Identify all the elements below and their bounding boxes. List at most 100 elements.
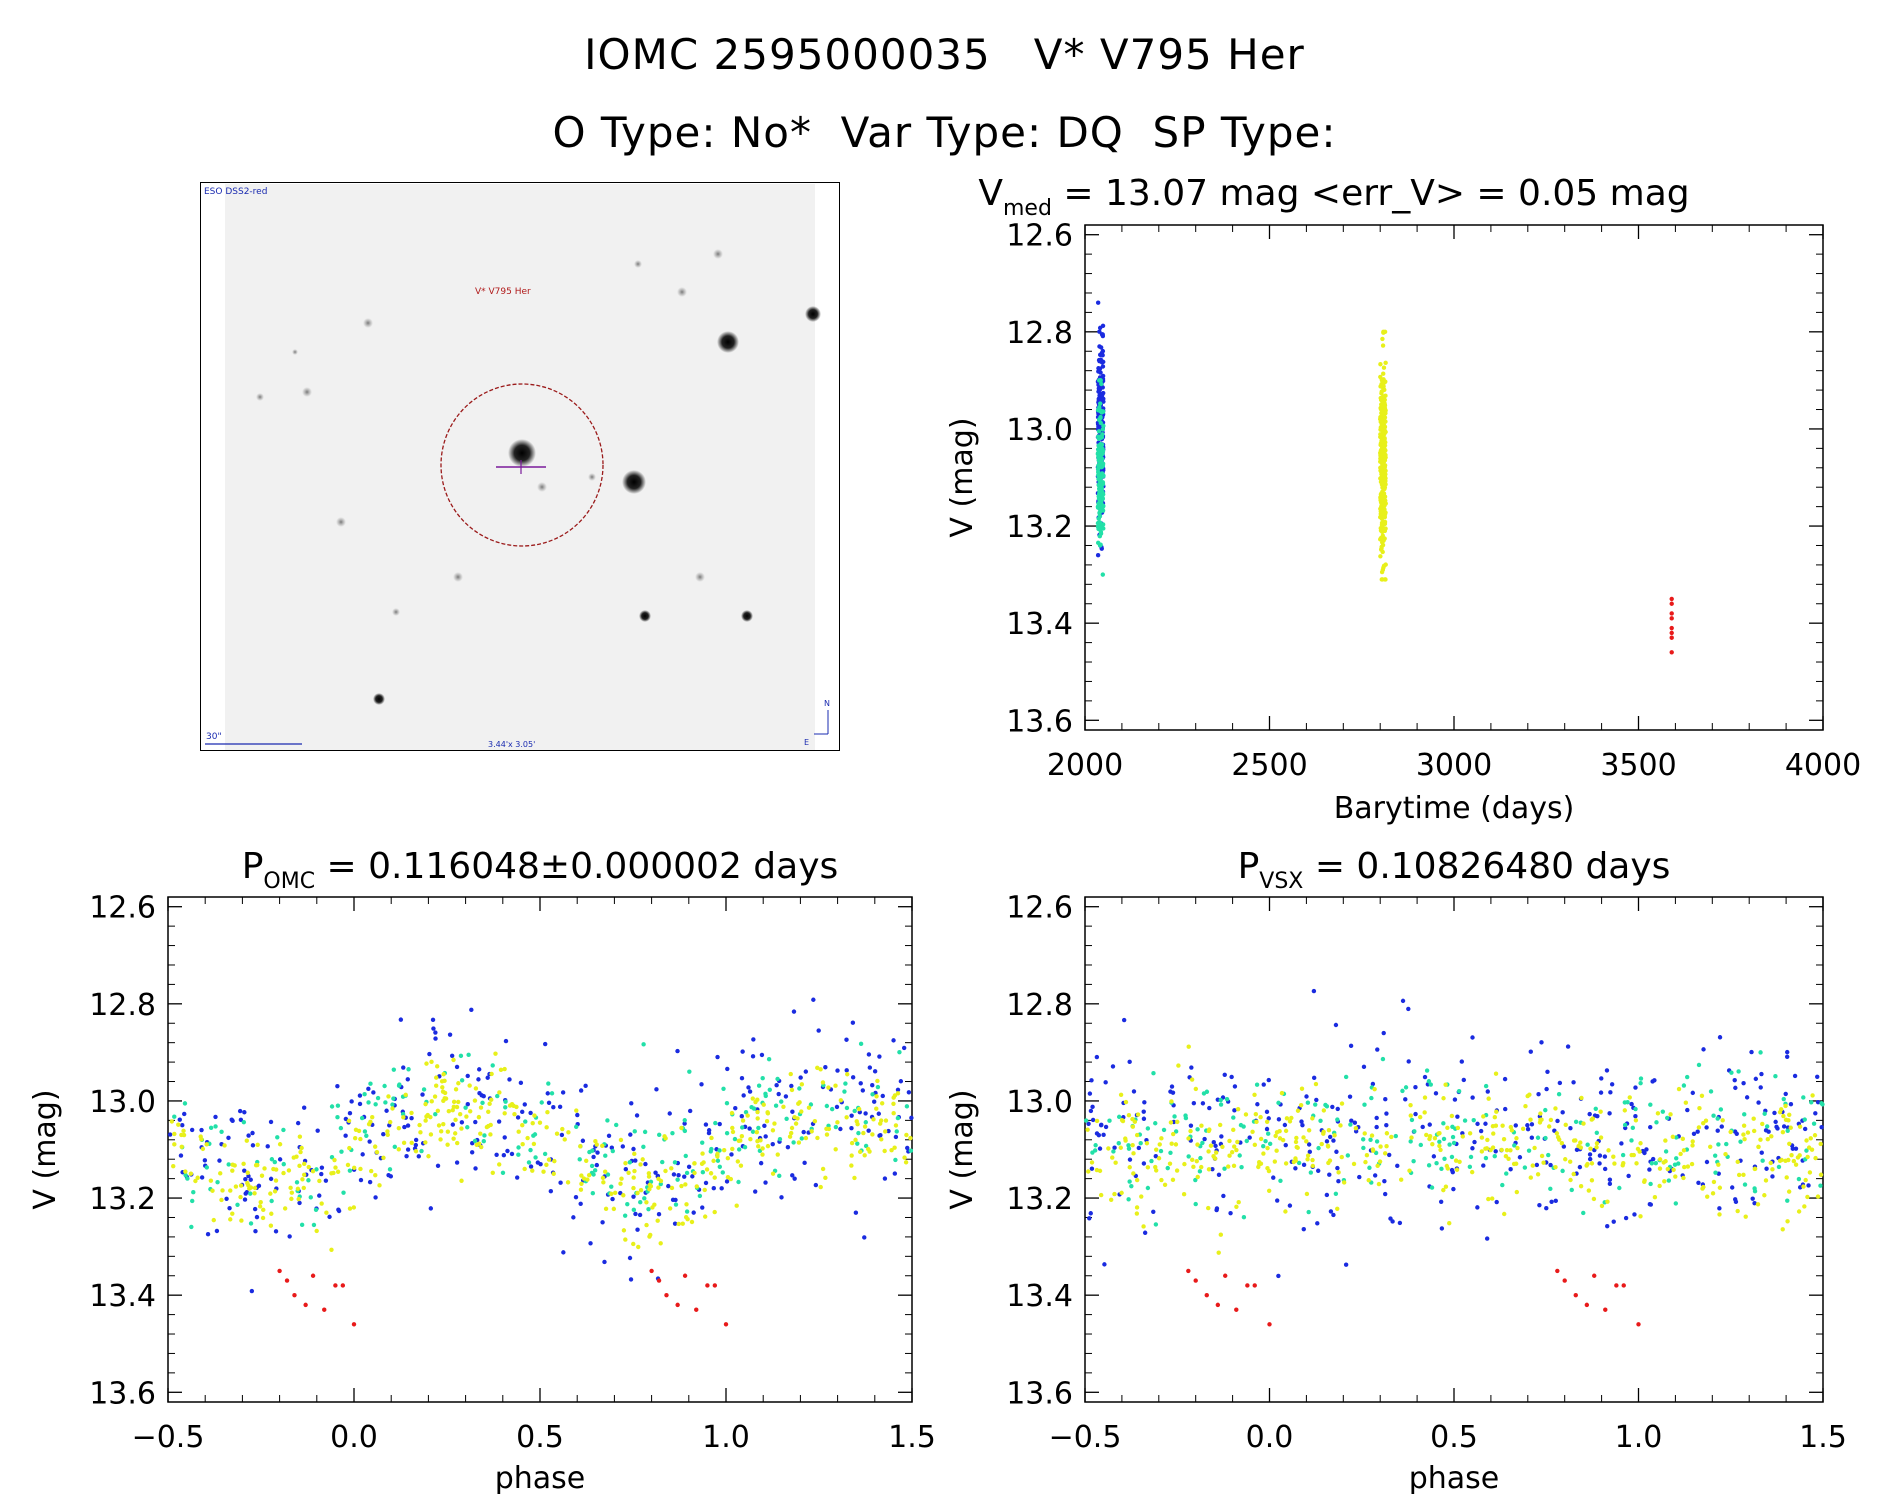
data-point-cyan bbox=[1483, 1083, 1489, 1089]
data-point-blue bbox=[849, 1113, 854, 1118]
data-point-blue bbox=[249, 1288, 255, 1294]
data-point-blue bbox=[801, 1129, 806, 1135]
data-point-cyan bbox=[1818, 1183, 1823, 1188]
data-point-yellow bbox=[1594, 1141, 1600, 1146]
data-point-cyan bbox=[592, 1168, 598, 1173]
data-point-blue bbox=[1387, 1152, 1392, 1158]
data-point-cyan bbox=[1161, 1127, 1167, 1133]
x-tick-label: −0.5 bbox=[1049, 1420, 1122, 1455]
data-point-cyan bbox=[717, 1164, 723, 1169]
data-point-blue bbox=[177, 1117, 182, 1122]
data-point-blue bbox=[1142, 1100, 1147, 1105]
data-point-yellow bbox=[1174, 1168, 1180, 1173]
data-point-blue bbox=[1103, 1080, 1108, 1085]
y-tick-label: 13.6 bbox=[1006, 1376, 1073, 1411]
data-point-blue bbox=[1529, 1135, 1535, 1140]
data-point-blue bbox=[1605, 1223, 1610, 1229]
data-point-cyan bbox=[183, 1172, 188, 1178]
data-point-blue bbox=[1101, 1132, 1106, 1138]
data-point-yellow bbox=[579, 1181, 584, 1186]
data-point-blue bbox=[1607, 1177, 1613, 1182]
data-point-blue bbox=[1314, 1097, 1319, 1103]
data-point-yellow bbox=[451, 1057, 456, 1063]
data-point-blue bbox=[1571, 1080, 1576, 1085]
data-point-blue bbox=[189, 1127, 195, 1133]
data-point-blue bbox=[405, 1147, 411, 1152]
data-point-blue bbox=[1374, 1115, 1379, 1121]
data-point-cyan bbox=[756, 1125, 761, 1131]
data-point-red bbox=[1621, 1283, 1626, 1288]
data-point-yellow bbox=[413, 1148, 419, 1154]
data-point-cyan bbox=[1696, 1062, 1702, 1068]
data-point-blue bbox=[182, 1111, 187, 1117]
data-point-yellow bbox=[255, 1142, 260, 1147]
data-point-blue bbox=[1316, 1168, 1321, 1173]
data-point-yellow bbox=[1381, 565, 1386, 570]
data-point-blue bbox=[1534, 1162, 1540, 1168]
data-point-yellow bbox=[1231, 1163, 1237, 1169]
data-point-yellow bbox=[704, 1167, 710, 1172]
data-point-yellow bbox=[1119, 1190, 1124, 1196]
data-point-cyan bbox=[760, 1075, 765, 1081]
data-point-yellow bbox=[1424, 1132, 1429, 1138]
data-point-blue bbox=[1347, 1094, 1353, 1099]
data-point-yellow bbox=[1588, 1146, 1593, 1151]
data-point-cyan bbox=[542, 1151, 548, 1157]
data-point-blue bbox=[1301, 1162, 1307, 1168]
data-point-yellow bbox=[600, 1175, 606, 1181]
data-point-blue bbox=[1611, 1219, 1616, 1224]
data-point-blue bbox=[1088, 1108, 1094, 1114]
data-point-red bbox=[1603, 1307, 1608, 1312]
data-point-blue bbox=[1792, 1073, 1798, 1079]
chart-title: POMC = 0.116048±0.000002 days bbox=[242, 846, 839, 894]
data-point-yellow bbox=[1807, 1170, 1813, 1175]
data-point-cyan bbox=[767, 1087, 772, 1092]
finder-stars bbox=[256, 249, 821, 705]
data-point-cyan bbox=[589, 1163, 595, 1169]
data-point-yellow bbox=[1509, 1128, 1515, 1133]
data-point-cyan bbox=[1238, 1122, 1244, 1128]
data-point-blue bbox=[785, 1144, 791, 1150]
data-point-blue bbox=[224, 1196, 229, 1202]
data-point-cyan bbox=[631, 1207, 637, 1213]
data-point-cyan bbox=[590, 1191, 596, 1196]
data-point-yellow bbox=[302, 1161, 307, 1167]
data-point-cyan bbox=[1393, 1133, 1399, 1139]
data-point-cyan bbox=[1138, 1140, 1143, 1146]
data-point-cyan bbox=[1663, 1149, 1669, 1154]
y-tick-label: 13.4 bbox=[1006, 607, 1073, 642]
data-point-blue bbox=[1372, 1173, 1378, 1178]
fov-label: 3.44'x 3.05' bbox=[488, 740, 535, 749]
data-point-blue bbox=[230, 1118, 235, 1124]
data-point-yellow bbox=[849, 1153, 854, 1158]
data-point-cyan bbox=[1729, 1070, 1734, 1075]
data-point-blue bbox=[1775, 1126, 1780, 1131]
data-point-cyan bbox=[779, 1099, 784, 1104]
data-point-yellow bbox=[1381, 491, 1387, 496]
data-point-blue bbox=[167, 1132, 173, 1137]
data-point-cyan bbox=[299, 1222, 305, 1228]
data-point-cyan bbox=[1412, 1129, 1417, 1134]
data-point-yellow bbox=[459, 1178, 464, 1183]
data-point-yellow bbox=[490, 1170, 495, 1176]
data-point-blue bbox=[877, 1054, 882, 1059]
data-point-cyan bbox=[642, 1129, 648, 1135]
data-point-yellow bbox=[441, 1121, 446, 1127]
data-point-yellow bbox=[1710, 1191, 1716, 1196]
data-point-blue bbox=[1503, 1106, 1508, 1112]
data-point-blue bbox=[1090, 1117, 1096, 1123]
data-point-cyan bbox=[587, 1149, 592, 1155]
data-point-blue bbox=[816, 1028, 821, 1033]
data-point-blue bbox=[1283, 1142, 1288, 1148]
data-point-blue bbox=[776, 1091, 781, 1097]
data-point-yellow bbox=[1554, 1131, 1560, 1136]
data-point-blue bbox=[1525, 1123, 1530, 1128]
data-point-blue bbox=[1577, 1164, 1583, 1170]
x-tick-label: 2000 bbox=[1047, 748, 1123, 783]
data-point-blue bbox=[1352, 1120, 1358, 1125]
data-point-yellow bbox=[1735, 1159, 1740, 1165]
data-point-blue bbox=[343, 1133, 348, 1138]
data-point-yellow bbox=[1382, 536, 1387, 541]
data-point-yellow bbox=[789, 1087, 795, 1093]
